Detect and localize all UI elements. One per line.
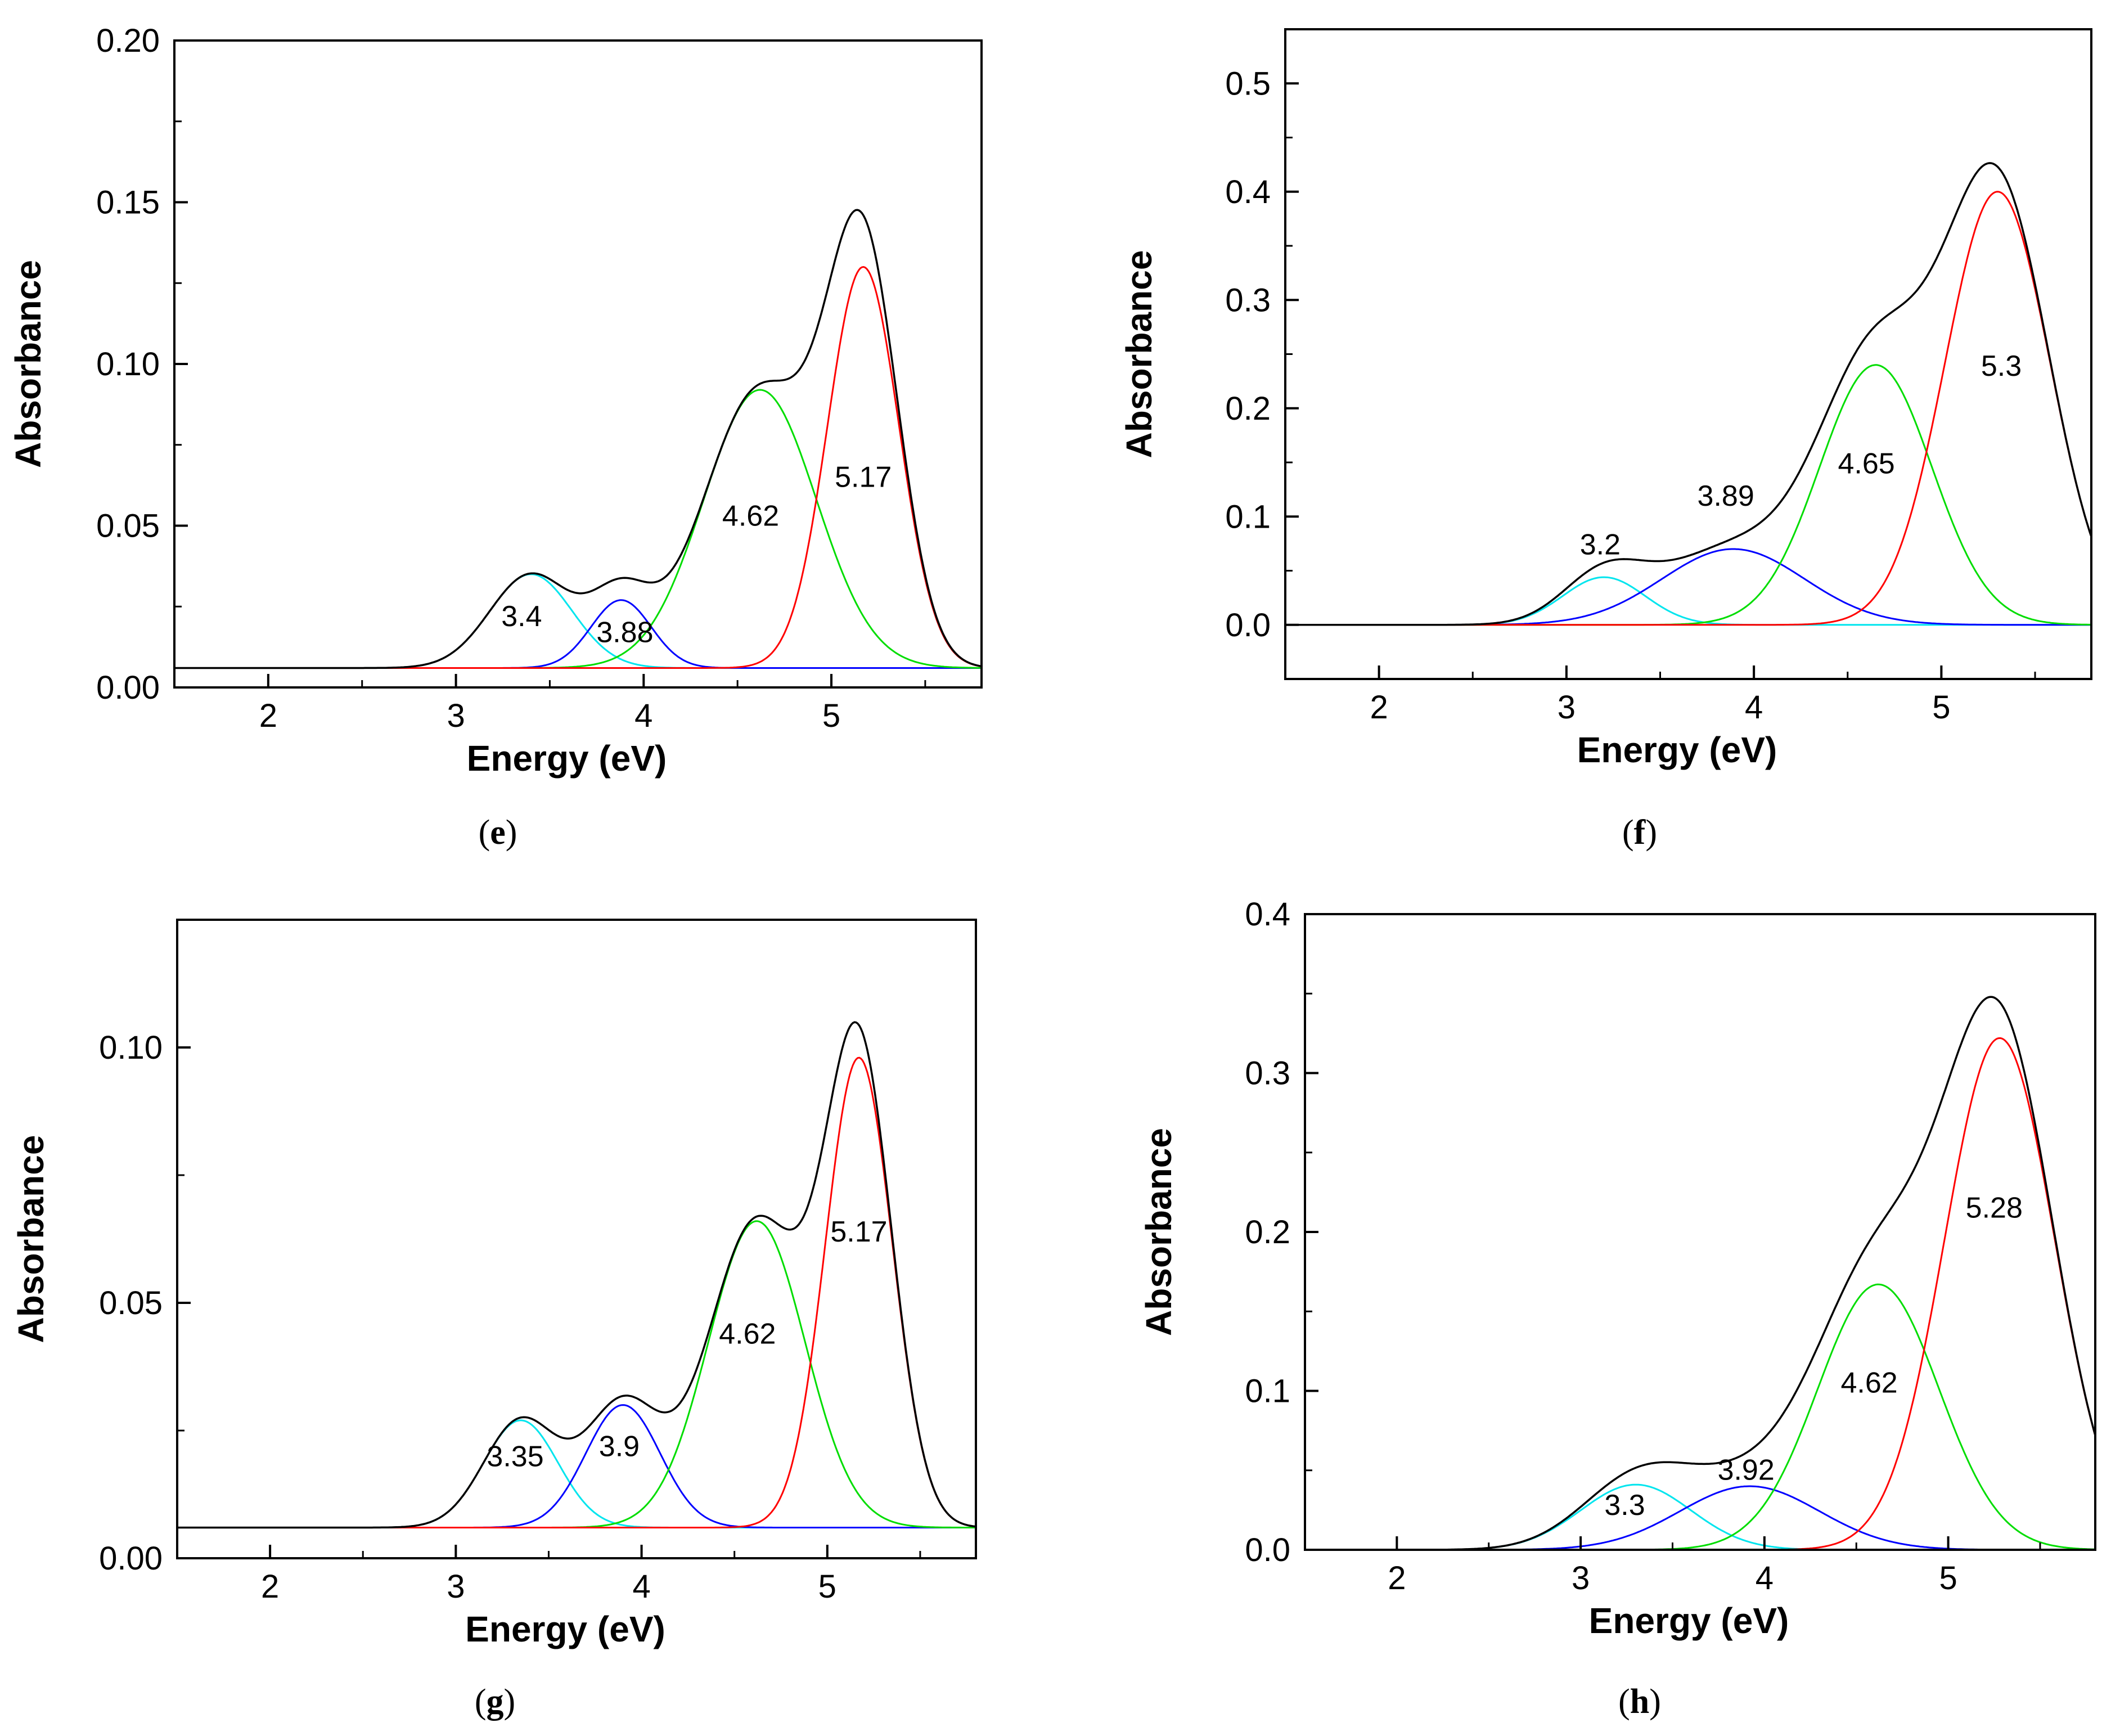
y-tick-label: 0.2: [1245, 1214, 1290, 1251]
panel-caption: (g): [475, 1683, 515, 1721]
x-tick-label: 5: [822, 698, 840, 734]
y-tick-label: 0.4: [1225, 174, 1271, 210]
y-tick-label: 0.1: [1245, 1373, 1290, 1410]
plot-frame: [176, 919, 977, 1559]
chart-panel-e: 2 3 4 5 0.00 0.05 0.10 0.15 0.20 Energy (eV) Absor…: [8, 23, 983, 852]
y-axis-title: Absorbance: [8, 260, 48, 468]
y-axis-title: Absorbance: [1119, 250, 1159, 458]
x-tick-label: 5: [1932, 689, 1950, 726]
x-tick-label: 4: [1745, 689, 1763, 726]
y-tick-label: 0.00: [99, 1540, 163, 1577]
peak-label: 3.35: [487, 1441, 543, 1473]
caption-open-paren: (: [1622, 813, 1634, 852]
y-axis-title: Absorbance: [1138, 1128, 1179, 1336]
peak-label: 3.92: [1718, 1454, 1775, 1487]
y-tick-label: 0.0: [1245, 1532, 1290, 1568]
x-tick-label: 3: [447, 1568, 465, 1605]
x-tick-label: 4: [634, 698, 652, 734]
peak-label: 4.62: [719, 1318, 776, 1351]
peak-label: 5.17: [830, 1216, 887, 1248]
panel-caption: (h): [1618, 1683, 1661, 1721]
caption-letter: e: [490, 813, 506, 852]
y-tick-label: 0.5: [1225, 65, 1271, 102]
x-tick-label: 3: [1558, 689, 1576, 726]
y-tick-label: 0.2: [1225, 390, 1271, 427]
y-tick-label: 0.1: [1225, 498, 1271, 535]
peak-label: 4.62: [1840, 1366, 1897, 1399]
curves-group: [1285, 162, 2091, 626]
peak-label: 5.17: [835, 461, 892, 494]
y-tick-label: 0.15: [96, 185, 160, 221]
panel-caption: (f): [1622, 813, 1657, 852]
caption-close-paren: ): [1645, 813, 1657, 852]
curves-group: [174, 209, 982, 669]
series-line-peak-4.62: [1305, 1283, 2095, 1550]
x-axis-title: Energy (eV): [1589, 1600, 1789, 1641]
x-tick-label: 5: [1939, 1560, 1957, 1596]
peak-label: 4.65: [1838, 447, 1894, 480]
x-tick-label: 3: [447, 698, 465, 734]
x-tick-label: 3: [1572, 1560, 1590, 1596]
x-tick-label: 2: [1388, 1560, 1406, 1596]
peak-label: 5.3: [1981, 350, 2022, 383]
y-tick-label: 0.0: [1225, 607, 1271, 644]
caption-letter: g: [487, 1683, 504, 1721]
x-tick-label: 2: [1370, 689, 1388, 726]
y-tick-label: 0.20: [96, 23, 160, 59]
x-tick-label: 5: [818, 1568, 836, 1605]
panel-caption: (e): [479, 813, 517, 852]
x-tick-label: 4: [632, 1568, 650, 1605]
peak-label: 3.3: [1604, 1489, 1645, 1522]
series-line-sum: [1285, 162, 2091, 626]
peak-label: 3.9: [599, 1430, 640, 1463]
y-tick-label: 0.10: [96, 346, 160, 383]
peak-label: 5.28: [1966, 1192, 2023, 1225]
x-axis-title: Energy (eV): [465, 1609, 665, 1649]
y-axis-title: Absorbance: [11, 1135, 51, 1343]
y-tick-label: 0.05: [96, 508, 160, 545]
peak-label: 3.2: [1580, 529, 1621, 561]
curves-group: [177, 1021, 976, 1529]
peak-label: 3.88: [596, 617, 653, 649]
chart-panel-h: 2 3 4 5 0.0 0.1 0.2 0.3 0.4 Energy (eV) Absorbance…: [1138, 896, 2096, 1721]
series-line-peak-5.28: [1305, 1037, 2095, 1550]
caption-close-paren: ): [1649, 1683, 1661, 1721]
x-axis-title: Energy (eV): [1577, 730, 1777, 770]
caption-close-paren: ): [506, 813, 517, 852]
x-axis-title: Energy (eV): [467, 738, 667, 779]
caption-letter: f: [1634, 813, 1646, 852]
caption-close-paren: ): [504, 1683, 516, 1721]
y-tick-label: 0.05: [99, 1285, 163, 1321]
series-line-sum: [177, 1021, 976, 1529]
chart-panel-f: 2 3 4 5 0.0 0.1 0.2 0.3 0.4 0.5 Energy (eV) Absorba…: [1119, 28, 2092, 852]
peak-label: 3.4: [501, 600, 542, 633]
peak-label: 3.89: [1698, 480, 1754, 512]
series-line-sum: [174, 209, 982, 669]
caption-letter: h: [1630, 1683, 1649, 1721]
y-tick-label: 0.3: [1245, 1055, 1290, 1092]
peak-label: 4.62: [722, 500, 779, 533]
y-tick-label: 0.4: [1245, 896, 1290, 933]
caption-open-paren: (: [475, 1683, 487, 1721]
y-tick-label: 0.10: [99, 1029, 163, 1066]
x-tick-label: 2: [261, 1568, 279, 1605]
caption-open-paren: (: [1618, 1683, 1630, 1721]
chart-panel-g: 2 3 4 5 0.00 0.05 0.10 Energy (eV) Absorbance 3.3…: [11, 919, 977, 1721]
y-tick-label: 0.3: [1225, 282, 1271, 318]
caption-open-paren: (: [479, 813, 490, 852]
x-tick-label: 4: [1756, 1560, 1774, 1596]
y-tick-label: 0.00: [96, 669, 160, 706]
x-tick-label: 2: [259, 698, 277, 734]
